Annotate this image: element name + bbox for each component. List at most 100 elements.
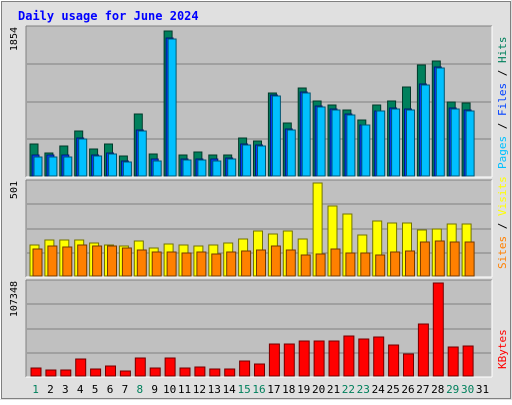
bar-pages-day-10 bbox=[167, 38, 177, 177]
x-tick-label-day-27: 27 bbox=[416, 383, 429, 396]
panel-hits-files-pages: 1854 Pages / Files / Hits bbox=[9, 25, 509, 178]
x-axis: 1 2 3 4 5 6 7 8 9 10 11 12 13 14 15 16 17 18 19 20 21 22 23 24 2… bbox=[32, 383, 489, 396]
bar-pages-day-22 bbox=[346, 114, 356, 177]
x-tick-label-day-11: 11 bbox=[178, 383, 191, 396]
x-tick-label-day-3: 3 bbox=[62, 383, 69, 396]
bar-kbytes-day-27 bbox=[417, 323, 429, 377]
bar-pages-day-17 bbox=[271, 95, 281, 177]
bar-kbytes-day-15 bbox=[239, 360, 251, 377]
x-tick-label-day-22: 22 bbox=[342, 383, 355, 396]
bar-pages-day-21 bbox=[331, 109, 341, 177]
bar-kbytes-day-19 bbox=[298, 340, 310, 377]
legend-entry: Visits bbox=[496, 176, 509, 216]
bar-kbytes-day-10 bbox=[164, 357, 176, 377]
bar-sites-day-13 bbox=[211, 253, 222, 277]
legend-entry: Hits bbox=[496, 37, 509, 64]
bar-kbytes-day-30 bbox=[462, 345, 474, 377]
bar-sites-day-25 bbox=[390, 251, 401, 277]
x-tick-label-day-4: 4 bbox=[77, 383, 84, 396]
bar-pages-day-16 bbox=[257, 145, 266, 177]
bar-sites-day-17 bbox=[270, 245, 281, 277]
bar-kbytes-day-18 bbox=[283, 343, 295, 377]
bar-pages-day-2 bbox=[48, 156, 58, 177]
bar-pages-day-19 bbox=[301, 92, 311, 177]
bar-sites-day-29 bbox=[449, 241, 460, 277]
bar-sites-day-23 bbox=[360, 252, 371, 277]
chart-frame-dark bbox=[1, 1, 511, 399]
x-tick-label-day-8: 8 bbox=[136, 383, 143, 396]
bar-pages-day-29 bbox=[450, 108, 460, 177]
bar-sites-day-11 bbox=[181, 252, 192, 277]
x-tick-label-day-15: 15 bbox=[237, 383, 250, 396]
bar-kbytes-day-8 bbox=[134, 357, 146, 377]
bar-sites-day-4 bbox=[77, 244, 88, 277]
bar-kbytes-day-1 bbox=[30, 367, 42, 377]
bar-sites-day-14 bbox=[226, 251, 237, 277]
y-max-label-kbytes: 107348 bbox=[9, 281, 20, 317]
bar-kbytes-day-26 bbox=[403, 353, 414, 377]
x-tick-label-day-9: 9 bbox=[151, 383, 158, 396]
bar-kbytes-day-7 bbox=[119, 370, 131, 377]
bar-sites-day-20 bbox=[315, 253, 326, 277]
bar-sites-day-6 bbox=[107, 245, 117, 277]
bar-sites-day-18 bbox=[285, 249, 296, 277]
bar-pages-day-24 bbox=[376, 110, 386, 177]
legend-entry: KBytes bbox=[496, 329, 509, 369]
bar-kbytes-day-23 bbox=[358, 338, 370, 377]
legend-entry: Sites bbox=[496, 236, 509, 269]
legend-entry: / bbox=[496, 63, 509, 83]
bar-sites-day-28 bbox=[434, 240, 445, 277]
bar-sites-day-15 bbox=[241, 250, 252, 277]
bar-pages-day-12 bbox=[197, 159, 207, 177]
bar-sites-day-30 bbox=[464, 241, 475, 277]
bar-sites-day-5 bbox=[92, 245, 103, 277]
x-tick-label-day-24: 24 bbox=[372, 383, 386, 396]
bar-pages-day-18 bbox=[286, 129, 296, 177]
bar-pages-day-27 bbox=[420, 84, 430, 177]
x-tick-label-day-6: 6 bbox=[107, 383, 114, 396]
bar-pages-day-11 bbox=[182, 159, 192, 177]
bar-pages-day-3 bbox=[63, 156, 73, 177]
panel-kbytes: 107348 KBytes bbox=[9, 279, 509, 378]
bar-pages-day-14 bbox=[227, 158, 237, 177]
bar-pages-day-4 bbox=[78, 138, 88, 177]
bar-pages-day-20 bbox=[316, 106, 326, 177]
x-tick-label-day-19: 19 bbox=[297, 383, 310, 396]
bar-pages-day-30 bbox=[465, 110, 475, 177]
panel-visits-sites: 501 Sites / Visits bbox=[9, 176, 509, 278]
legend-entry: Pages bbox=[496, 136, 509, 169]
bar-pages-day-28 bbox=[435, 67, 445, 177]
bar-pages-day-13 bbox=[212, 160, 222, 177]
legend-entry: Files bbox=[496, 83, 509, 116]
x-tick-label-day-12: 12 bbox=[193, 383, 206, 396]
bar-kbytes-day-16 bbox=[254, 363, 265, 377]
bar-kbytes-day-3 bbox=[60, 369, 72, 377]
x-tick-label-day-16: 16 bbox=[252, 383, 265, 396]
bar-pages-day-26 bbox=[406, 109, 415, 177]
x-tick-label-day-23: 23 bbox=[357, 383, 370, 396]
bar-pages-day-9 bbox=[152, 160, 162, 177]
bar-kbytes-day-25 bbox=[388, 344, 400, 377]
bar-kbytes-day-24 bbox=[373, 336, 385, 377]
x-tick-label-day-30: 30 bbox=[461, 383, 474, 396]
bar-kbytes-day-14 bbox=[224, 368, 236, 377]
x-tick-label-day-20: 20 bbox=[312, 383, 325, 396]
panel-legend-hits-files-pages: Pages / Files / Hits bbox=[496, 37, 509, 170]
chart-title: Daily usage for June 2024 bbox=[18, 9, 199, 23]
bar-sites-day-24 bbox=[375, 254, 386, 277]
x-tick-label-day-21: 21 bbox=[327, 383, 340, 396]
bar-kbytes-day-4 bbox=[75, 358, 87, 377]
bar-kbytes-day-12 bbox=[194, 366, 206, 377]
bar-kbytes-day-2 bbox=[45, 369, 57, 377]
x-tick-label-day-5: 5 bbox=[92, 383, 99, 396]
bar-kbytes-day-11 bbox=[179, 367, 191, 377]
bar-sites-day-21 bbox=[330, 248, 341, 277]
legend-entry: / bbox=[496, 116, 509, 136]
bar-kbytes-day-21 bbox=[328, 340, 340, 377]
bar-sites-day-7 bbox=[121, 247, 132, 277]
bar-sites-day-26 bbox=[405, 250, 415, 277]
bar-kbytes-day-28 bbox=[432, 282, 444, 377]
chart-panels: 1854 Pages / Files / Hits 501 Sites / Visit… bbox=[9, 25, 509, 378]
